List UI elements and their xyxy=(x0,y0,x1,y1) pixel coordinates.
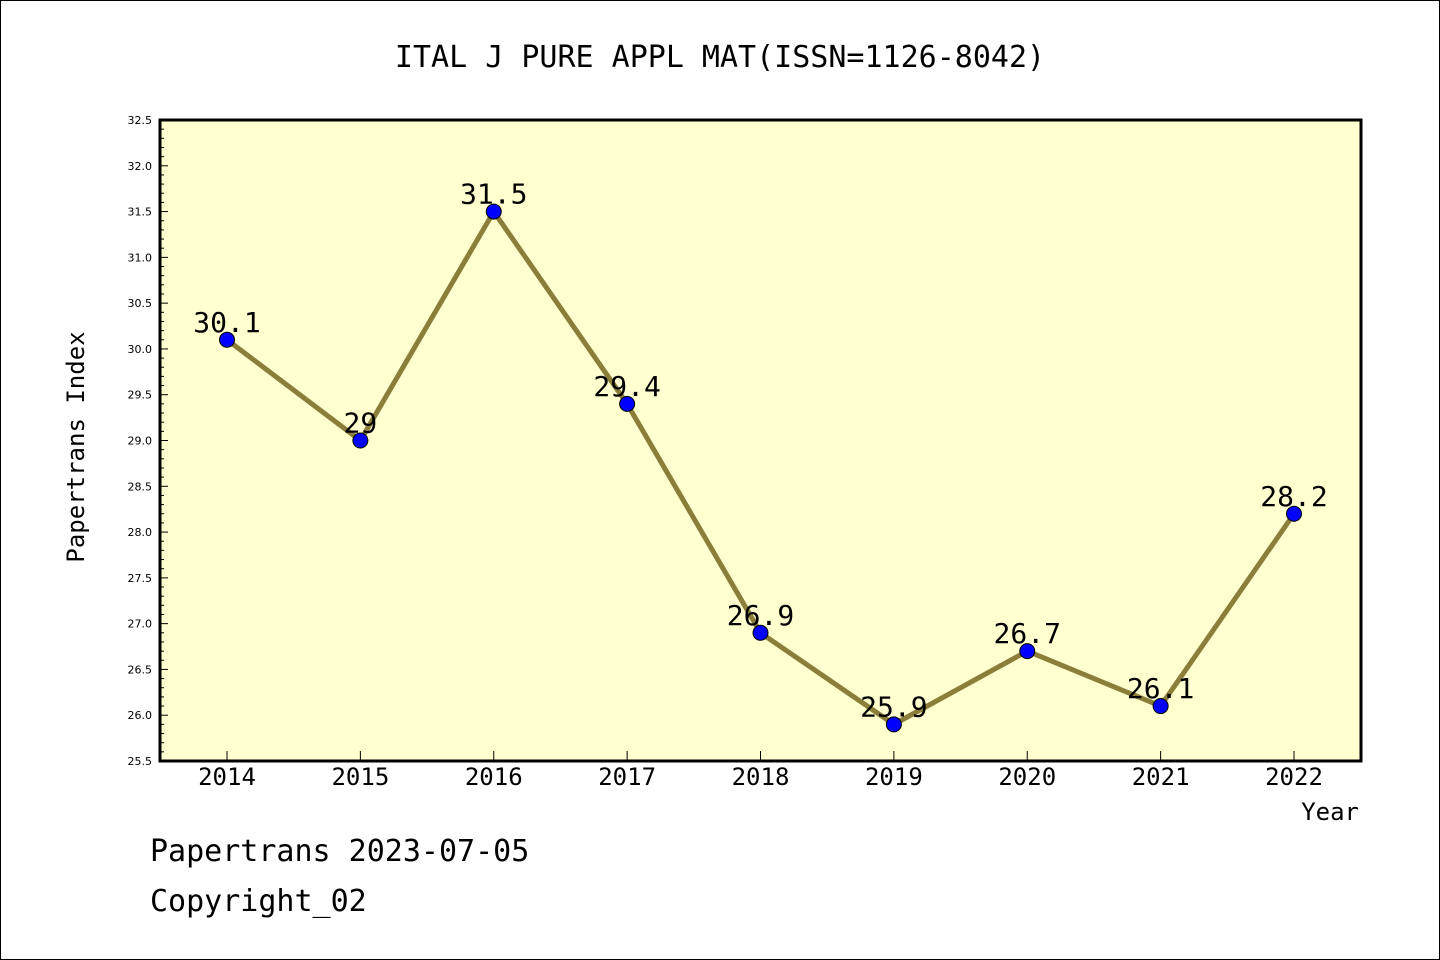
data-point xyxy=(1019,643,1036,660)
data-point xyxy=(485,203,502,220)
data-label: 29.4 xyxy=(593,370,660,403)
data-label: 30.1 xyxy=(193,306,260,339)
x-tick-label: 2019 xyxy=(865,763,923,791)
y-tick-label: 27.0 xyxy=(128,618,153,631)
data-point xyxy=(352,432,369,449)
data-point xyxy=(1152,698,1169,715)
y-axis-ticks: 25.5 26.0 26.5 27.0 27.5 28.0 28.5 29.0 29.5 30.0… xyxy=(128,114,168,768)
x-tick-label: 2017 xyxy=(598,763,656,791)
x-tick-label: 2015 xyxy=(331,763,389,791)
x-tick-label: 2016 xyxy=(465,763,523,791)
y-tick-label: 25.5 xyxy=(128,755,153,768)
y-axis-label: Papertrans Index xyxy=(62,331,90,562)
y-tick-label: 31.0 xyxy=(128,251,153,264)
x-tick-label: 2020 xyxy=(998,763,1056,791)
y-tick-label: 29.0 xyxy=(128,435,153,448)
data-point xyxy=(885,716,902,733)
footer-copyright: Copyright_02 xyxy=(150,884,367,919)
chart-title: ITAL J PURE APPL MAT(ISSN=1126-8042) xyxy=(395,40,1045,75)
y-tick-label: 28.0 xyxy=(128,526,153,539)
data-point xyxy=(619,395,636,412)
y-tick-label: 30.0 xyxy=(128,343,153,356)
data-label: 26.1 xyxy=(1127,672,1194,705)
y-tick-label: 29.5 xyxy=(128,389,153,402)
data-label: 25.9 xyxy=(860,690,927,723)
series-points-group xyxy=(219,203,1302,733)
data-point xyxy=(219,331,235,348)
x-tick-label: 2021 xyxy=(1132,763,1190,791)
y-tick-label: 31.5 xyxy=(128,206,153,219)
data-label: 28.2 xyxy=(1260,480,1327,513)
x-tick-label: 2018 xyxy=(732,763,790,791)
x-tick-label: 2014 xyxy=(198,763,256,791)
y-tick-label: 32.5 xyxy=(128,114,153,127)
x-tick-label: 2022 xyxy=(1265,763,1323,791)
y-tick-label: 26.5 xyxy=(128,663,153,676)
x-axis-ticks: 2014 2015 2016 2017 2018 2019 2020 2021 2022 xyxy=(198,751,1323,791)
data-point xyxy=(1286,505,1302,522)
plot-area xyxy=(158,118,1363,763)
data-label: 31.5 xyxy=(460,178,527,211)
y-tick-label: 30.5 xyxy=(128,297,153,310)
y-tick-label: 28.5 xyxy=(128,480,153,493)
data-label: 26.7 xyxy=(994,617,1061,650)
x-axis-label: Year xyxy=(1301,798,1359,826)
data-label: 26.9 xyxy=(727,599,794,632)
y-tick-label: 32.0 xyxy=(128,160,153,173)
data-label: 29 xyxy=(344,407,378,440)
data-labels-group: 30.1 29 31.5 29.4 26.9 25.9 26.7 26.1 28.2 xyxy=(193,178,1327,724)
y-tick-label: 26.0 xyxy=(128,709,153,722)
data-point xyxy=(752,624,769,641)
footer-date: Papertrans 2023-07-05 xyxy=(150,834,530,869)
y-tick-label: 27.5 xyxy=(128,572,153,585)
